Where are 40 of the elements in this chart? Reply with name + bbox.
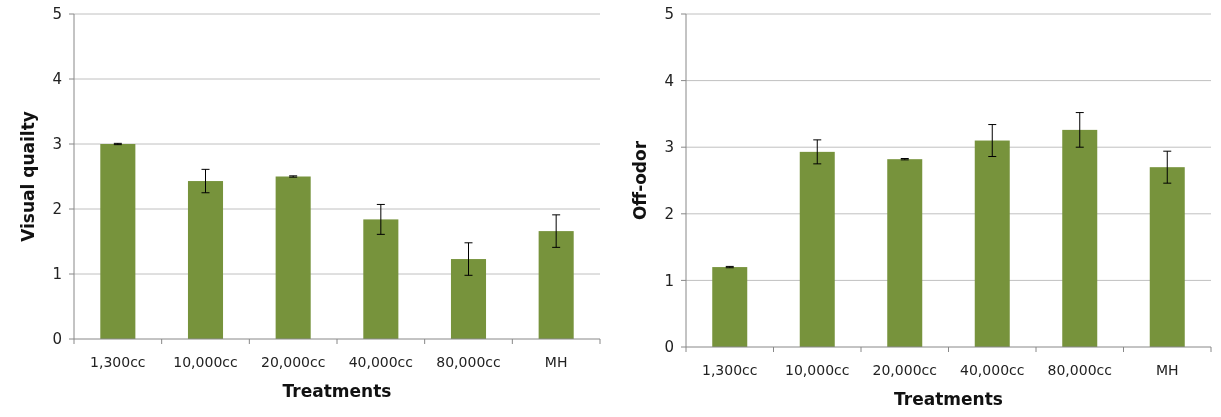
bar [363,219,399,339]
x-tick-label: MH [544,354,568,370]
x-tick-label: 1,300cc [702,362,758,378]
bar [1062,129,1098,347]
x-tick-label: 80,000cc [436,354,501,370]
y-tick-label: 1 [664,271,674,290]
y-tick-label: 1 [52,265,62,284]
bar [712,267,748,347]
y-tick-label: 2 [52,200,62,219]
y-tick-label: 0 [664,338,674,357]
x-tick-label: MH [1155,362,1179,378]
y-tick-label: 3 [52,135,62,154]
bar [187,181,224,339]
x-tick-label: 10,000cc [173,354,238,370]
bar [799,151,835,347]
y-tick-label: 0 [52,330,62,349]
y-tick-label: 5 [52,5,62,24]
bar [450,259,487,339]
x-tick-label: 20,000cc [260,354,326,370]
x-tick-label: 80,000cc [1047,362,1112,378]
y-tick-label: 5 [664,5,674,24]
x-axis-title: Treatments [282,381,392,401]
bar [974,140,1010,347]
y-axis-title: Visual quailty [18,111,38,242]
bar [100,144,136,339]
y-tick-label: 2 [664,205,674,224]
x-tick-label: 10,000cc [785,362,850,378]
x-tick-label: 40,000cc [348,354,414,370]
x-tick-label: 1,300cc [90,354,146,370]
x-tick-label: 20,000cc [872,362,937,378]
bar [1149,167,1185,347]
y-tick-label: 4 [664,71,674,90]
y-tick-label: 4 [52,70,62,89]
bar [275,176,311,339]
y-axis-title: Off-odor [630,140,650,221]
x-axis-title: Treatments [894,389,1003,409]
y-tick-label: 3 [664,138,674,157]
x-tick-label: 40,000cc [960,362,1025,378]
bar [887,159,923,347]
bar [538,231,574,339]
